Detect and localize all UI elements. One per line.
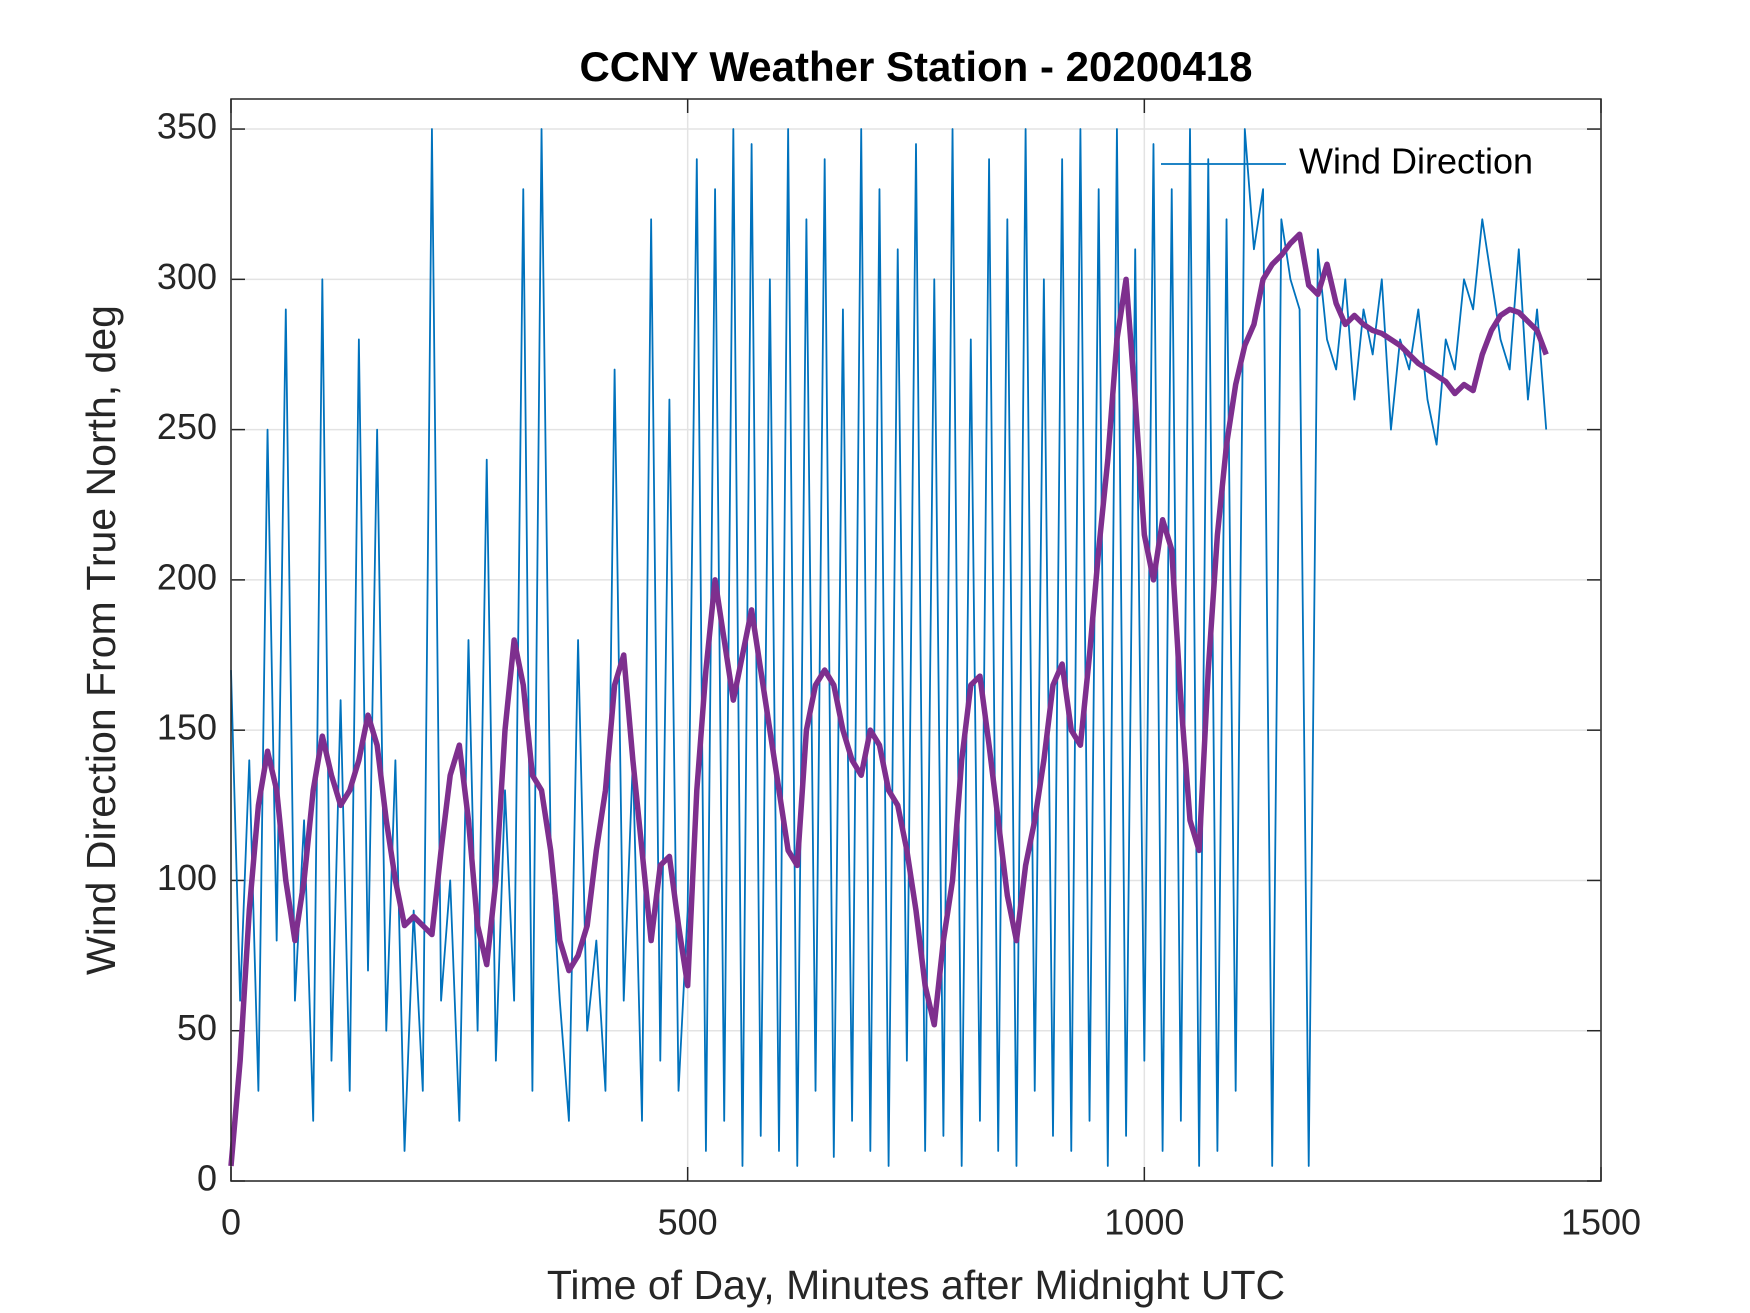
chart-title: CCNY Weather Station - 20200418 <box>579 43 1252 90</box>
legend: Wind Direction <box>1161 141 1533 182</box>
y-tick-label: 250 <box>157 406 217 447</box>
legend-label: Wind Direction <box>1299 141 1533 182</box>
y-tick-label: 0 <box>197 1158 217 1199</box>
y-tick-label: 300 <box>157 256 217 297</box>
y-tick-label: 350 <box>157 106 217 147</box>
x-tick-label: 500 <box>658 1202 718 1243</box>
x-tick-label: 1000 <box>1104 1202 1184 1243</box>
y-axis-label: Wind Direction From True North, deg <box>78 305 124 975</box>
y-tick-label: 50 <box>177 1007 217 1048</box>
plot-frame <box>230 98 1602 1182</box>
x-axis-label: Time of Day, Minutes after Midnight UTC <box>547 1262 1285 1308</box>
data-line <box>230 128 1548 1167</box>
y-tick-label: 100 <box>157 857 217 898</box>
y-tick-label: 200 <box>157 556 217 597</box>
y-tick-label: 150 <box>157 707 217 748</box>
x-tick-label: 1500 <box>1561 1202 1641 1243</box>
x-tick-label: 0 <box>221 1202 241 1243</box>
smoothed-line <box>228 231 1549 1167</box>
